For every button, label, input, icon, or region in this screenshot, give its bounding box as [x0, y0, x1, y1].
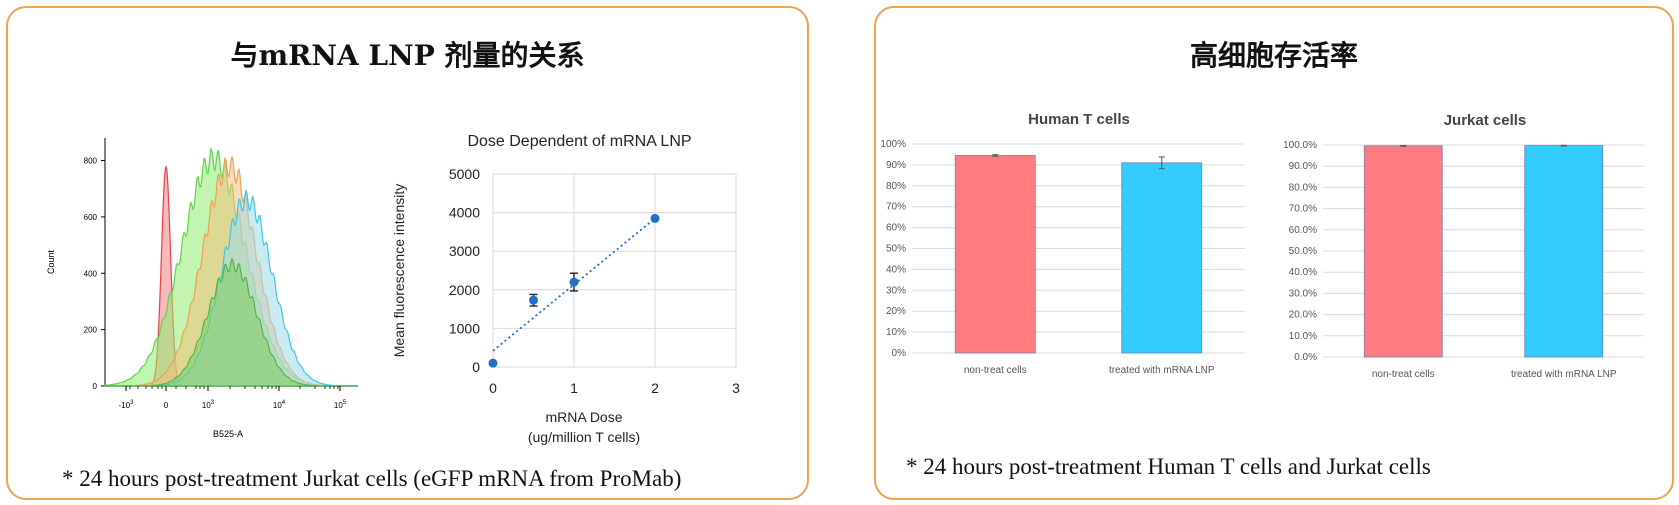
chart-title: Human T cells	[1028, 111, 1130, 128]
y-tick-label: 800	[84, 157, 98, 166]
y-tick-label: 60%	[886, 223, 906, 234]
y-tick-label: 50.0%	[1289, 246, 1317, 257]
x-axis-title-line2: (ug/million T cells)	[528, 429, 640, 445]
bar	[954, 155, 1036, 354]
bar	[1363, 145, 1443, 358]
y-tick-label: 50%	[886, 244, 906, 255]
y-tick-label: 200	[84, 326, 98, 335]
y-tick-label: 30.0%	[1289, 288, 1317, 299]
x-tick-label: 0	[489, 380, 497, 396]
data-point	[569, 277, 579, 287]
y-tick-label: 70.0%	[1289, 204, 1317, 215]
footnote: * 24 hours post-treatment Jurkat cells (…	[62, 466, 682, 491]
x-axis-title-line1: mRNA Dose	[545, 409, 622, 425]
y-tick-label: 0	[93, 382, 98, 391]
y-tick-label: 40%	[886, 264, 906, 275]
y-axis-title: Count	[46, 250, 56, 275]
y-tick-label: 30%	[886, 285, 906, 296]
y-tick-label: 2000	[449, 282, 480, 298]
x-tick-label: 103	[202, 400, 215, 410]
y-tick-label: 20.0%	[1289, 310, 1317, 321]
dose-panel: 与mRNA LNP 剂量的关系 * 24 hours post-treatmen…	[6, 6, 809, 500]
y-tick-label: 20%	[886, 306, 906, 317]
category-label: treated with mRNA LNP	[1109, 365, 1215, 376]
data-point	[488, 358, 498, 368]
bar	[1524, 145, 1604, 358]
y-tick-label: 1000	[449, 320, 480, 336]
footnote: * 24 hours post-treatment Human T cells …	[906, 454, 1431, 479]
y-tick-label: 70%	[886, 202, 906, 213]
y-tick-label: 10.0%	[1289, 331, 1317, 342]
y-tick-label: 90.0%	[1289, 161, 1317, 172]
y-tick-label: 100%	[880, 139, 906, 150]
y-tick-label: 0	[472, 359, 480, 375]
x-tick-label: 1	[570, 380, 578, 396]
panel-title: 与mRNA LNP 剂量的关系	[230, 39, 585, 72]
category-label: non-treat cells	[1372, 369, 1435, 380]
y-tick-label: 100.0%	[1283, 140, 1317, 151]
y-tick-label: 10%	[886, 327, 906, 338]
y-tick-label: 0%	[892, 348, 907, 359]
y-tick-label: 80%	[886, 181, 906, 192]
y-tick-label: 3000	[449, 243, 480, 259]
y-tick-label: 400	[84, 269, 98, 278]
chart-title: Jurkat cells	[1444, 112, 1527, 129]
category-label: treated with mRNA LNP	[1511, 369, 1617, 380]
x-tick-label: 0	[164, 401, 169, 410]
y-tick-label: 60.0%	[1289, 225, 1317, 236]
x-axis-title: B525-A	[213, 429, 243, 439]
panel-title: 高细胞存活率	[1189, 39, 1358, 72]
y-axis-title: Mean fluorescence intensity	[391, 184, 407, 358]
x-tick-label: 3	[732, 380, 740, 396]
category-label: non-treat cells	[964, 365, 1027, 376]
y-tick-label: 0.0%	[1294, 352, 1317, 363]
data-point	[650, 213, 660, 223]
histogram-series-5	[105, 257, 358, 387]
y-tick-label: 600	[84, 213, 98, 222]
y-tick-label: 5000	[449, 166, 480, 182]
x-tick-label: 105	[334, 400, 347, 410]
x-tick-label: -103	[119, 400, 135, 410]
y-tick-label: 4000	[449, 205, 480, 221]
x-tick-label: 2	[651, 380, 659, 396]
y-tick-label: 90%	[886, 160, 906, 171]
x-tick-label: 104	[273, 400, 286, 410]
y-tick-label: 80.0%	[1289, 182, 1317, 193]
y-tick-label: 40.0%	[1289, 267, 1317, 278]
chart-title: Dose Dependent of mRNA LNP	[467, 133, 691, 150]
data-point	[529, 295, 538, 305]
